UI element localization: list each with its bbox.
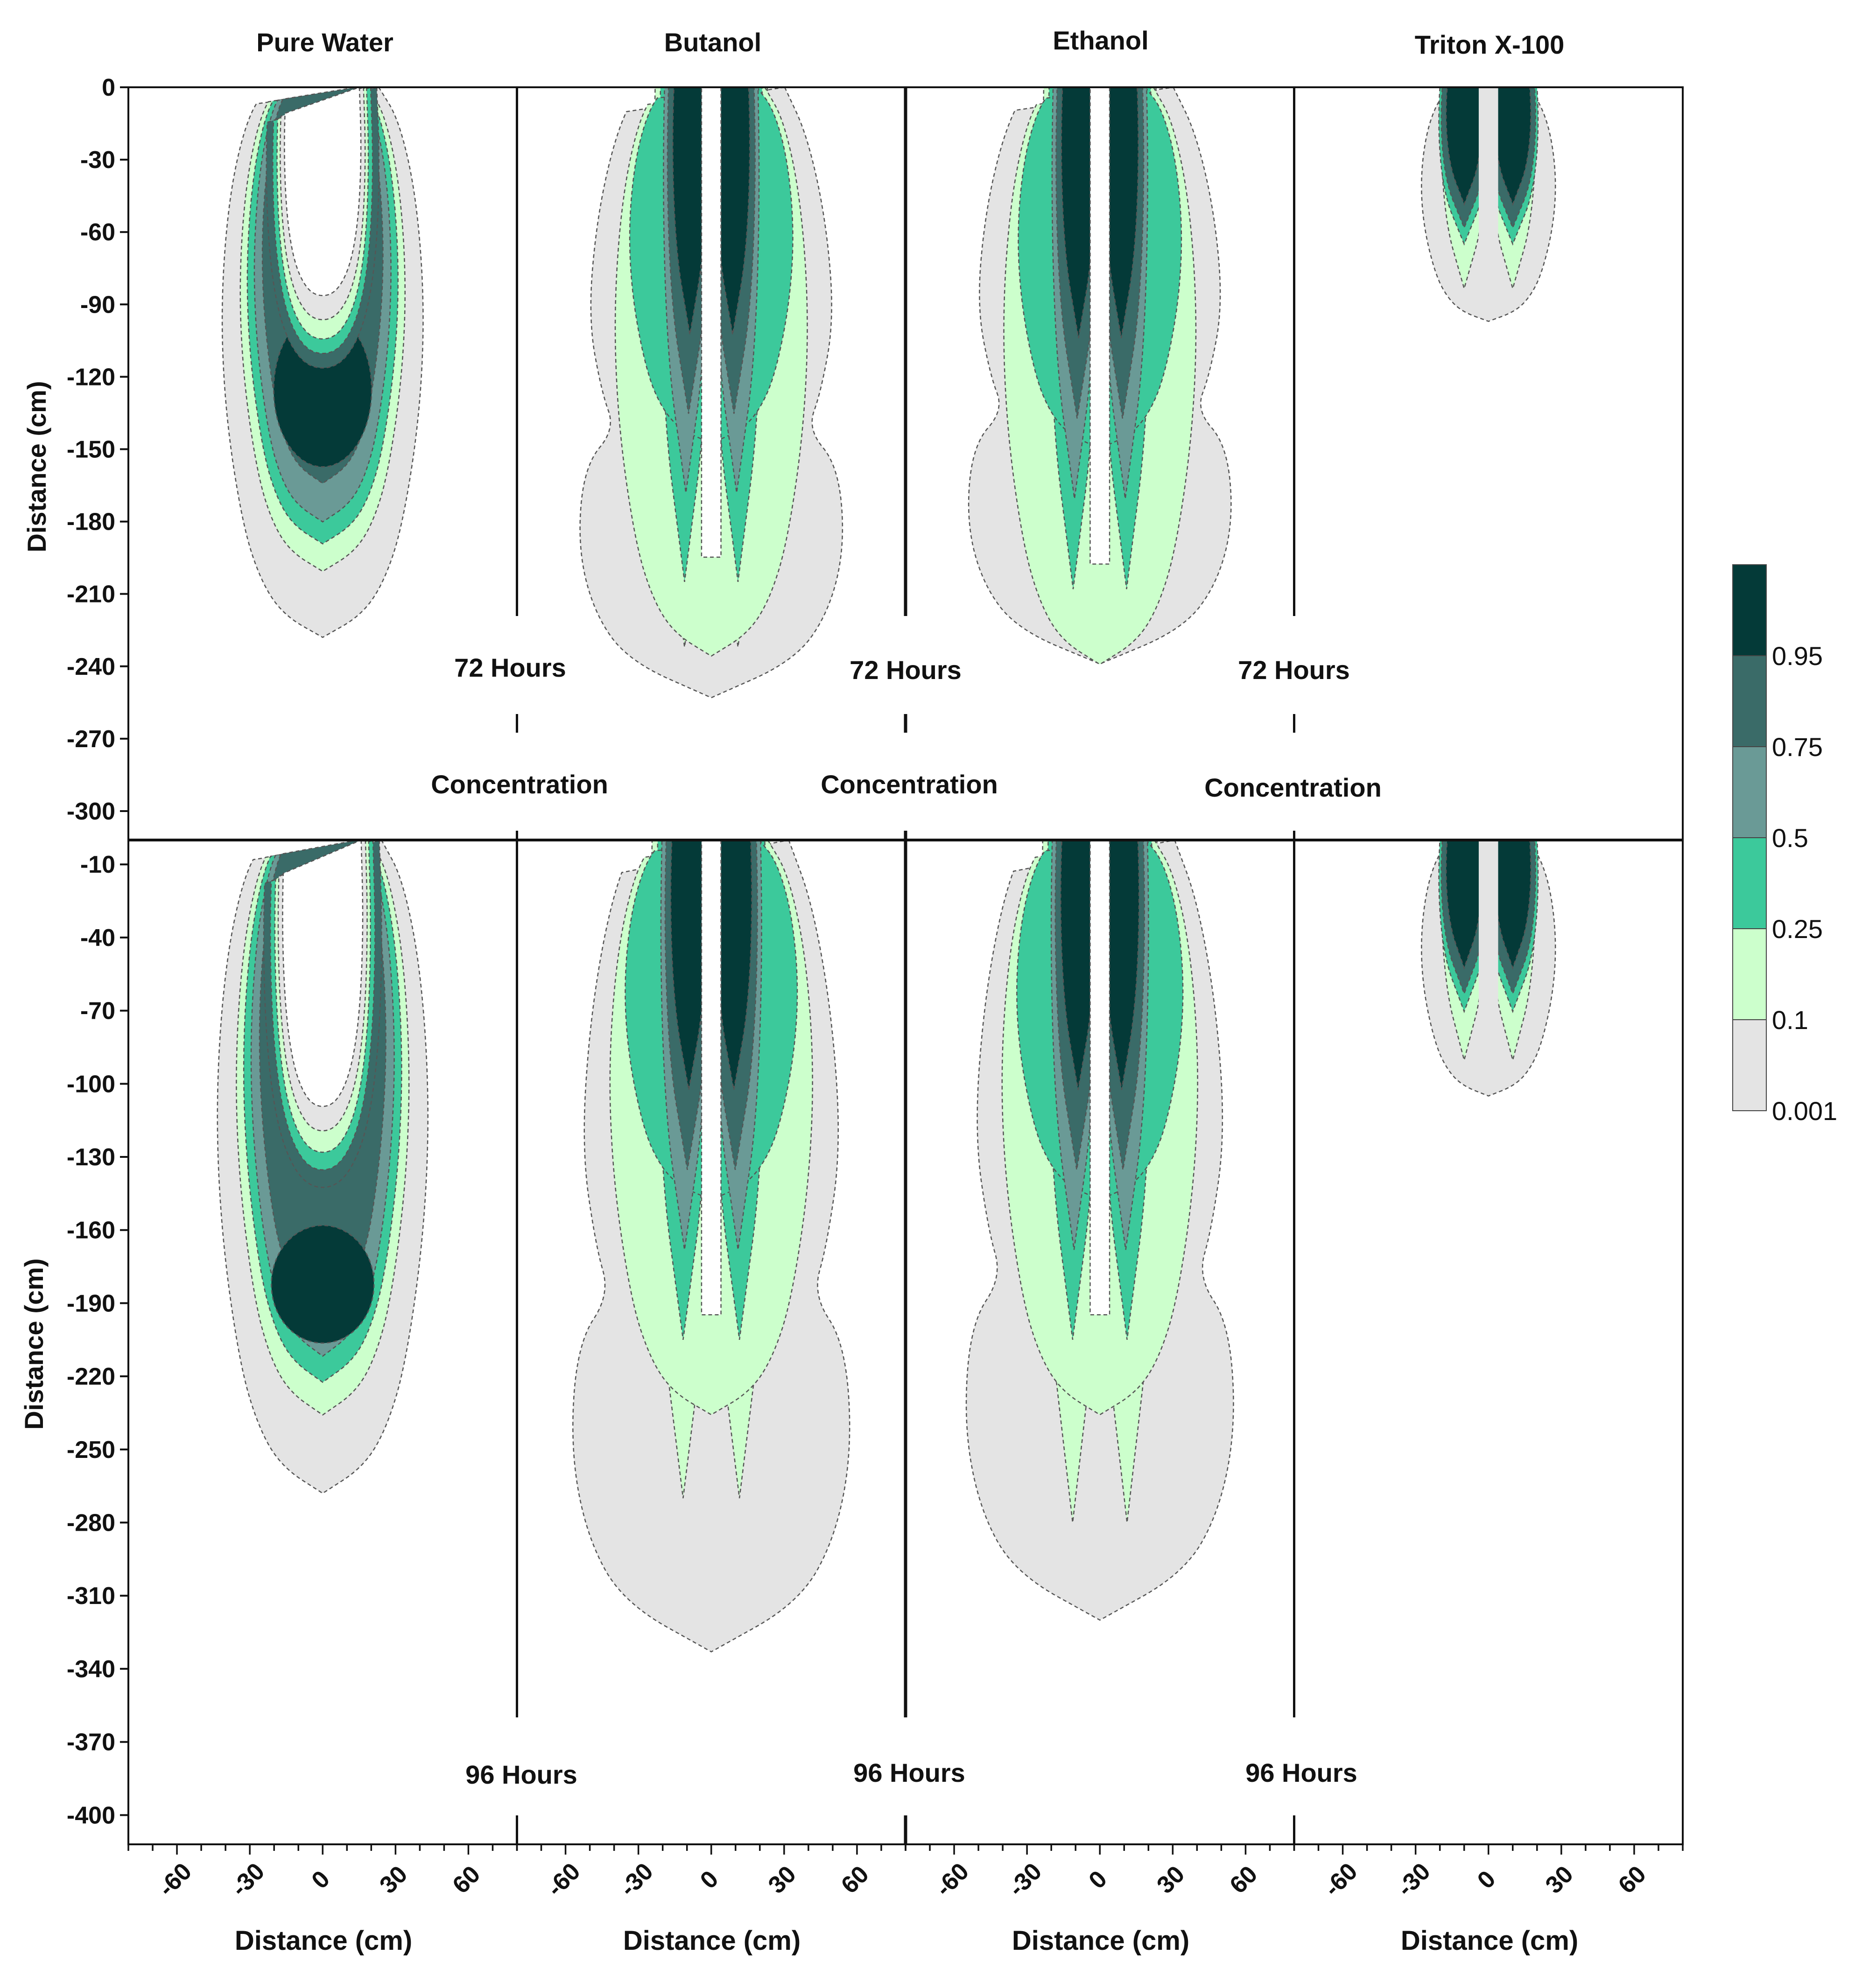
x-tick-label: 60 [836,1861,874,1899]
colorbar-tick-label: 0.25 [1772,914,1823,944]
y-tick-label: -250 [67,1436,115,1464]
x-tick-label: 30 [374,1861,413,1899]
y-tick-label: -130 [67,1144,115,1171]
plot-area [217,86,1556,1653]
x-tick-label: 0 [1083,1865,1112,1894]
y-tick-label: -310 [67,1583,115,1610]
x-tick-label: -60 [153,1858,197,1902]
y-tick-label: -270 [67,726,115,753]
pure-water-inner-white [282,839,364,1107]
y-tick-label: -240 [67,653,115,680]
concentration-label-1: Concentration [431,770,608,799]
y-tick-label: -400 [67,1802,115,1829]
y-tick-label: -210 [67,581,115,608]
x-axis-title-2: Distance (cm) [623,1926,801,1956]
colorbar-tick-label: 0.1 [1772,1005,1808,1035]
y-tick-label: -10 [80,851,115,878]
x-tick-label: -30 [615,1858,659,1902]
colorbar-swatch [1732,564,1767,656]
x-tick-label: -30 [226,1858,270,1902]
x-tick-label: 0 [695,1865,724,1894]
time-label-96h-2: 96 Hours [853,1758,965,1787]
column-title-ethanol: Ethanol [1053,26,1148,55]
x-tick-label: -30 [1392,1858,1436,1902]
x-tick-label: 30 [1540,1861,1579,1899]
column-title-pure-water: Pure Water [256,28,393,57]
x-tick-label: 30 [1152,1861,1190,1899]
y-tick-label: -300 [67,798,115,825]
y-tick-label: -40 [80,924,115,952]
y-tick-label: -280 [67,1510,115,1537]
x-axis-title-4: Distance (cm) [1401,1926,1578,1956]
y-tick-label: -90 [80,291,115,318]
colorbar-swatch [1732,746,1767,838]
y-tick-label: -30 [80,147,115,174]
column-title-triton: Triton X-100 [1415,30,1565,59]
y-tick-label: -180 [67,509,115,536]
colorbar-swatch [1732,928,1767,1020]
y-tick-label: -150 [67,436,115,463]
time-label-72h-3: 72 Hours [1238,655,1350,685]
x-axis-title-1: Distance (cm) [235,1926,412,1956]
time-label-72h-2: 72 Hours [850,655,962,685]
y-tick-label: -100 [67,1071,115,1098]
colorbar-tick-label: 0.5 [1772,823,1808,853]
x-tick-label: -60 [1319,1858,1363,1902]
concentration-label-3: Concentration [1204,773,1382,802]
triton-lobe-095-left [1445,86,1483,206]
x-tick-label: 0 [306,1865,335,1894]
y-tick-label: -60 [80,219,115,246]
y-tick-label: -190 [67,1290,115,1317]
colorbar-swatch [1732,655,1767,747]
y-axis-title-96h: Distance (cm) [19,1258,49,1429]
column-title-butanol: Butanol [664,28,761,57]
y-tick-label: -70 [80,998,115,1025]
x-tick-label: 30 [763,1861,801,1899]
triton-center-gap [1478,840,1498,1045]
y-tick-label: -340 [67,1656,115,1683]
alcohol-center-channel [1089,839,1110,1316]
colorbar-swatch [1732,837,1767,929]
concentration-label-2: Concentration [821,770,998,799]
y-tick-label: -370 [67,1729,115,1756]
colorbar-tick-label: 0.001 [1772,1096,1837,1126]
x-tick-label: 60 [1224,1861,1263,1899]
time-label-72h-1: 72 Hours [454,653,566,682]
x-tick-label: -60 [930,1858,974,1902]
pure-water-inner-white [284,86,362,296]
alcohol-center-channel [701,839,722,1316]
x-axis-title-3: Distance (cm) [1012,1926,1189,1956]
y-tick-label: 0 [102,74,115,101]
colorbar-swatch [1732,1019,1767,1111]
y-axis-title-72h: Distance (cm) [22,381,51,552]
y-tick-label: -120 [67,364,115,391]
x-tick-label: 60 [447,1861,485,1899]
x-tick-label: 0 [1472,1865,1501,1894]
pure-water-band-095 [271,1225,375,1344]
y-tick-label: -220 [67,1363,115,1390]
alcohol-lobe-095-left [672,86,708,335]
alcohol-center-channel [701,86,722,558]
colorbar-tick-label: 0.95 [1772,641,1823,671]
y-tick-label: -160 [67,1217,115,1244]
time-label-96h-3: 96 Hours [1245,1758,1357,1787]
time-label-96h-1: 96 Hours [465,1760,577,1789]
colorbar-tick-label: 0.75 [1772,732,1823,762]
x-tick-label: -30 [1003,1858,1047,1902]
alcohol-center-channel [1089,86,1110,565]
colorbar: 0.001 0.1 0.25 0.5 0.75 0.95 [1732,564,1837,1126]
triton-center-gap [1478,87,1498,275]
x-tick-label: 60 [1613,1861,1651,1899]
x-tick-label: -60 [541,1858,585,1902]
